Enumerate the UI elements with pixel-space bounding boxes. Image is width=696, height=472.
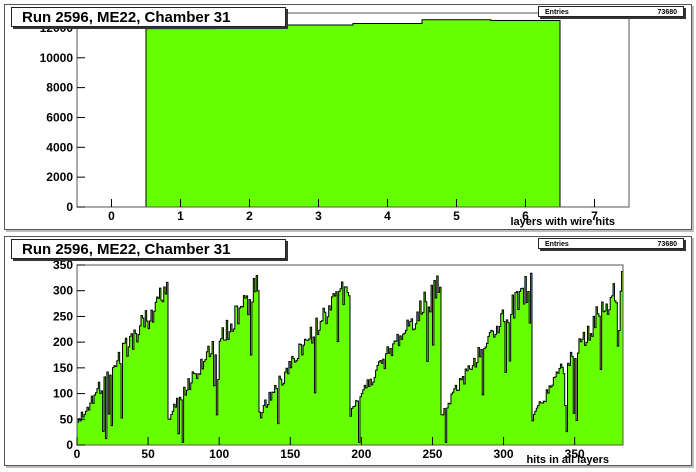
stats-value: 73680 [657,9,677,16]
x-tick-label: 250 [422,447,442,461]
x-axis-label: hits in all layers [526,454,609,465]
x-tick-label: 5 [453,209,460,223]
y-tick-label: 4000 [46,140,73,154]
panel-title: Run 2596, ME22, Chamber 31 [11,239,286,259]
layers-histogram: 02000400060008000100001200001234567layer… [40,12,630,228]
hits-histogram: 0 50 100 150 200 250 300 350 0 50 100 150 200 250 300 3… [53,258,624,465]
x-tick-label: 50 [141,447,155,461]
histogram-bar [491,20,560,208]
x-tick-label: 350 [565,447,585,461]
histogram-panel-hits: 0 50 100 150 200 250 300 350 0 50 100 150 200 250 300 3… [4,236,692,466]
y-tick-label: 0 [66,438,73,452]
y-tick-label: 250 [53,309,73,323]
histogram-bar [284,24,353,207]
histogram-bar [422,19,491,207]
x-tick-label: 0 [74,447,81,461]
histogram-bar [353,23,422,208]
y-tick-label: 2000 [46,170,73,184]
x-tick-label: 7 [591,209,598,223]
x-axis-label: layers with wire hits [510,216,615,228]
x-tick-label: 100 [209,447,229,461]
y-tick-label: 200 [53,335,73,349]
x-tick-label: 200 [351,447,371,461]
y-tick-label: 10000 [40,51,74,65]
x-tick-label: 3 [315,209,322,223]
plot-frame [76,12,630,208]
y-tick-label: 150 [53,361,73,375]
y-tick-label: 350 [53,258,73,272]
x-tick-label: 0 [108,209,115,223]
stats-box: Entries 73680 [538,6,684,17]
histogram-outline [145,19,561,207]
histogram-panel-layers: 02000400060008000100001200001234567layer… [4,4,692,230]
histogram-area [76,271,624,446]
y-tick-label: 100 [53,387,73,401]
stats-value: 73680 [657,241,677,248]
x-tick-label: 300 [494,447,514,461]
stats-label: Entries [545,241,569,248]
histogram-bar [146,28,215,207]
y-tick-label: 6000 [46,110,73,124]
x-tick-label: 6 [522,209,529,223]
y-tick-label: 50 [60,412,74,426]
stats-label: Entries [545,9,569,16]
stats-box: Entries 73680 [538,238,684,249]
x-tick-label: 2 [246,209,253,223]
y-tick-label: 0 [66,200,73,214]
panel-title: Run 2596, ME22, Chamber 31 [11,7,286,27]
histogram-bar [215,27,284,207]
y-tick-label: 300 [53,284,73,298]
x-tick-label: 150 [280,447,300,461]
y-tick-label: 8000 [46,81,73,95]
x-tick-label: 4 [384,209,391,223]
plot-frame [76,264,624,446]
x-tick-label: 1 [177,209,184,223]
